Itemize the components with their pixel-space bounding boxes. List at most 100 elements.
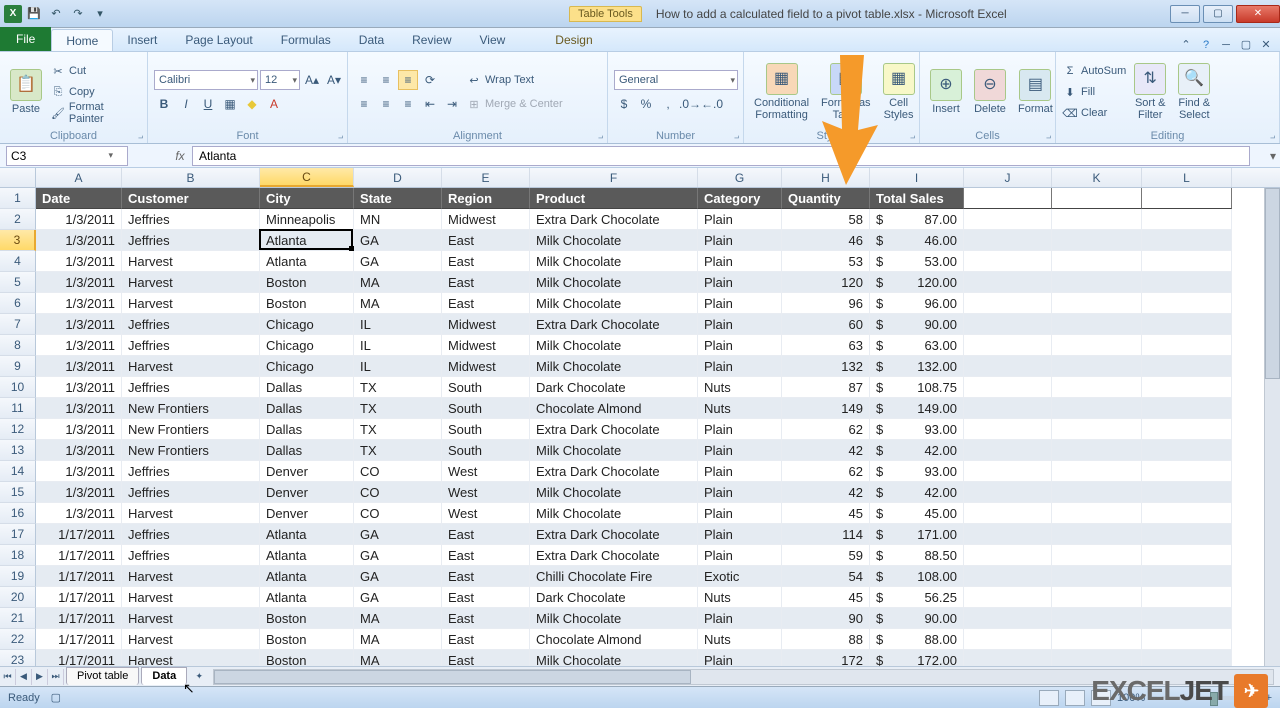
cell[interactable]: MA <box>354 293 442 314</box>
cell[interactable] <box>964 377 1052 398</box>
cell[interactable]: Plain <box>698 314 782 335</box>
row-header-19[interactable]: 19 <box>0 566 36 587</box>
cell[interactable]: Midwest <box>442 314 530 335</box>
row-header-16[interactable]: 16 <box>0 503 36 524</box>
row-header-23[interactable]: 23 <box>0 650 36 666</box>
cell[interactable]: New Frontiers <box>122 419 260 440</box>
normal-view-button[interactable] <box>1039 690 1059 706</box>
sheet-nav-prev-icon[interactable]: ◀ <box>16 669 32 685</box>
row-header-1[interactable]: 1 <box>0 188 36 209</box>
row-header-2[interactable]: 2 <box>0 209 36 230</box>
cell[interactable] <box>964 545 1052 566</box>
cell[interactable]: Atlanta <box>260 566 354 587</box>
cell[interactable] <box>1052 545 1142 566</box>
cell[interactable]: East <box>442 524 530 545</box>
cell[interactable]: Jeffries <box>122 461 260 482</box>
header-cell[interactable] <box>1052 188 1142 209</box>
cell[interactable]: 62 <box>782 461 870 482</box>
number-format-combo[interactable]: General <box>614 70 738 90</box>
cell[interactable]: Denver <box>260 503 354 524</box>
cell[interactable]: East <box>442 272 530 293</box>
cell[interactable] <box>964 587 1052 608</box>
cell[interactable]: GA <box>354 587 442 608</box>
home-tab[interactable]: Home <box>51 29 113 51</box>
cell[interactable] <box>1142 230 1232 251</box>
cell[interactable]: 53 <box>782 251 870 272</box>
cell[interactable]: 1/17/2011 <box>36 545 122 566</box>
cell[interactable]: MA <box>354 629 442 650</box>
cell[interactable] <box>1052 566 1142 587</box>
cell[interactable]: South <box>442 440 530 461</box>
cell[interactable]: 1/3/2011 <box>36 209 122 230</box>
minimize-button[interactable]: ─ <box>1170 5 1200 23</box>
column-header-C[interactable]: C <box>260 168 354 187</box>
cell[interactable] <box>964 293 1052 314</box>
column-header-H[interactable]: H <box>782 168 870 187</box>
cell[interactable]: Plain <box>698 650 782 666</box>
cell[interactable]: 1/3/2011 <box>36 482 122 503</box>
cell[interactable]: MA <box>354 650 442 666</box>
cell[interactable]: Milk Chocolate <box>530 608 698 629</box>
cell[interactable]: $90.00 <box>870 608 964 629</box>
workbook-minimize-icon[interactable]: ─ <box>1218 39 1234 51</box>
cell[interactable] <box>1052 524 1142 545</box>
cell[interactable]: GA <box>354 545 442 566</box>
cell[interactable] <box>964 650 1052 666</box>
cell[interactable] <box>964 251 1052 272</box>
undo-icon[interactable]: ↶ <box>46 4 66 24</box>
column-header-B[interactable]: B <box>122 168 260 187</box>
cell[interactable]: 96 <box>782 293 870 314</box>
row-header-11[interactable]: 11 <box>0 398 36 419</box>
cell[interactable] <box>964 398 1052 419</box>
design-tab[interactable]: Design <box>541 29 606 51</box>
cell[interactable]: 1/3/2011 <box>36 251 122 272</box>
cell[interactable]: East <box>442 566 530 587</box>
cell[interactable]: 1/3/2011 <box>36 314 122 335</box>
cell[interactable]: TX <box>354 377 442 398</box>
cell[interactable]: Plain <box>698 251 782 272</box>
cell[interactable]: TX <box>354 440 442 461</box>
maximize-button[interactable]: ▢ <box>1203 5 1233 23</box>
cell[interactable]: CO <box>354 461 442 482</box>
header-cell[interactable] <box>964 188 1052 209</box>
cell[interactable]: Plain <box>698 335 782 356</box>
cell[interactable]: 1/3/2011 <box>36 440 122 461</box>
select-all-button[interactable] <box>0 168 36 187</box>
cell[interactable] <box>1052 461 1142 482</box>
macro-record-icon[interactable]: ▢ <box>48 690 64 706</box>
cell[interactable] <box>1142 482 1232 503</box>
cell[interactable]: Harvest <box>122 503 260 524</box>
column-header-J[interactable]: J <box>964 168 1052 187</box>
row-header-18[interactable]: 18 <box>0 545 36 566</box>
cell[interactable]: Milk Chocolate <box>530 482 698 503</box>
new-sheet-icon[interactable]: ✦ <box>191 669 207 685</box>
cell[interactable]: Denver <box>260 482 354 503</box>
qat-dropdown-icon[interactable]: ▾ <box>90 4 110 24</box>
cell[interactable]: Milk Chocolate <box>530 272 698 293</box>
conditional-formatting-button[interactable]: ▦Conditional Formatting <box>750 61 813 123</box>
cell[interactable]: 60 <box>782 314 870 335</box>
sheet-tab-pivot-table[interactable]: Pivot table <box>66 667 139 685</box>
save-icon[interactable]: 💾 <box>24 4 44 24</box>
row-header-17[interactable]: 17 <box>0 524 36 545</box>
cell[interactable]: Plain <box>698 419 782 440</box>
column-header-I[interactable]: I <box>870 168 964 187</box>
sheet-tab-data[interactable]: Data <box>141 667 187 685</box>
align-right-icon[interactable]: ≡ <box>398 94 418 114</box>
cell[interactable]: Midwest <box>442 356 530 377</box>
cell[interactable]: East <box>442 251 530 272</box>
cell[interactable]: $108.75 <box>870 377 964 398</box>
cell[interactable]: Plain <box>698 461 782 482</box>
orientation-icon[interactable]: ⟳ <box>420 70 440 90</box>
row-header-14[interactable]: 14 <box>0 461 36 482</box>
column-header-K[interactable]: K <box>1052 168 1142 187</box>
header-cell[interactable] <box>1142 188 1232 209</box>
cell[interactable]: IL <box>354 335 442 356</box>
cell[interactable]: 1/17/2011 <box>36 650 122 666</box>
cell[interactable] <box>1142 314 1232 335</box>
file-tab[interactable]: File <box>0 27 51 51</box>
row-header-12[interactable]: 12 <box>0 419 36 440</box>
sheet-nav-first-icon[interactable]: ⏮ <box>0 669 16 685</box>
delete-cells-button[interactable]: ⊖Delete <box>970 67 1010 117</box>
bold-button[interactable]: B <box>154 94 174 114</box>
